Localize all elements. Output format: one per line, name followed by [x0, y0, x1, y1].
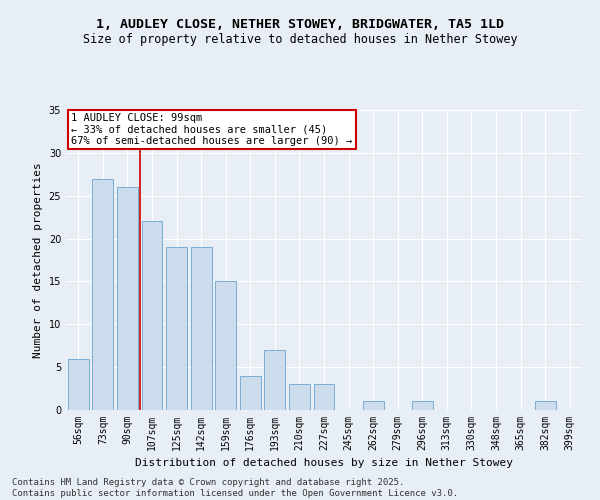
X-axis label: Distribution of detached houses by size in Nether Stowey: Distribution of detached houses by size … — [135, 458, 513, 468]
Bar — [142, 222, 163, 410]
Bar — [166, 247, 187, 410]
Bar — [92, 178, 113, 410]
Bar — [535, 402, 556, 410]
Y-axis label: Number of detached properties: Number of detached properties — [33, 162, 43, 358]
Bar — [362, 402, 383, 410]
Text: Size of property relative to detached houses in Nether Stowey: Size of property relative to detached ho… — [83, 32, 517, 46]
Bar — [191, 247, 212, 410]
Bar — [289, 384, 310, 410]
Text: Contains HM Land Registry data © Crown copyright and database right 2025.
Contai: Contains HM Land Registry data © Crown c… — [12, 478, 458, 498]
Bar — [117, 187, 138, 410]
Bar — [314, 384, 334, 410]
Bar — [412, 402, 433, 410]
Bar — [68, 358, 89, 410]
Bar — [215, 282, 236, 410]
Text: 1 AUDLEY CLOSE: 99sqm
← 33% of detached houses are smaller (45)
67% of semi-deta: 1 AUDLEY CLOSE: 99sqm ← 33% of detached … — [71, 113, 352, 146]
Bar — [240, 376, 261, 410]
Bar — [265, 350, 286, 410]
Text: 1, AUDLEY CLOSE, NETHER STOWEY, BRIDGWATER, TA5 1LD: 1, AUDLEY CLOSE, NETHER STOWEY, BRIDGWAT… — [96, 18, 504, 30]
